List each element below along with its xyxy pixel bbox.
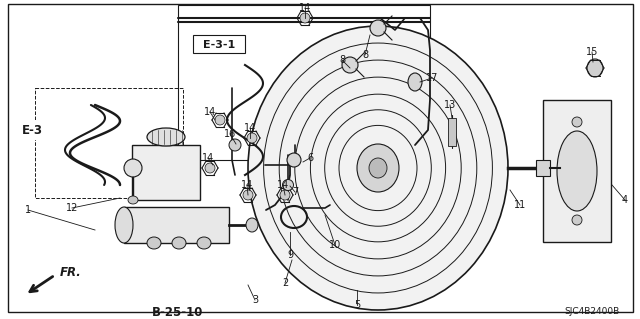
Ellipse shape	[280, 190, 290, 200]
Ellipse shape	[370, 20, 386, 36]
Text: 11: 11	[514, 200, 526, 210]
Ellipse shape	[300, 13, 310, 23]
Ellipse shape	[172, 237, 186, 249]
Ellipse shape	[246, 218, 258, 232]
Ellipse shape	[342, 57, 358, 73]
Text: 17: 17	[426, 73, 438, 83]
Ellipse shape	[205, 163, 215, 173]
Ellipse shape	[124, 159, 142, 177]
Text: 1: 1	[25, 205, 31, 215]
Ellipse shape	[147, 128, 185, 146]
Bar	[543, 100, 611, 242]
Ellipse shape	[408, 73, 422, 91]
Ellipse shape	[147, 237, 161, 249]
Bar	[536, 160, 550, 176]
Text: 14: 14	[277, 180, 289, 190]
Text: 14: 14	[202, 153, 214, 163]
Ellipse shape	[557, 131, 597, 211]
Text: 10: 10	[329, 240, 341, 250]
Bar	[193, 35, 245, 53]
Text: 3: 3	[252, 295, 258, 305]
Text: 7: 7	[292, 187, 298, 197]
Ellipse shape	[128, 196, 138, 204]
Ellipse shape	[247, 133, 257, 143]
Text: 13: 13	[444, 100, 456, 110]
Bar	[35, 88, 183, 198]
Ellipse shape	[248, 26, 508, 310]
Bar	[448, 118, 456, 146]
Ellipse shape	[369, 158, 387, 178]
Ellipse shape	[243, 190, 253, 200]
Ellipse shape	[357, 144, 399, 192]
Ellipse shape	[215, 115, 225, 125]
Text: 15: 15	[586, 47, 598, 57]
Ellipse shape	[587, 59, 603, 77]
Text: 14: 14	[244, 123, 256, 133]
Text: E-3-1: E-3-1	[203, 40, 235, 50]
Text: 9: 9	[287, 250, 293, 260]
Ellipse shape	[572, 215, 582, 225]
Ellipse shape	[572, 117, 582, 127]
Bar	[132, 145, 200, 200]
Ellipse shape	[115, 207, 133, 243]
Text: 8: 8	[339, 55, 345, 65]
Ellipse shape	[287, 153, 301, 167]
Text: 6: 6	[307, 153, 313, 163]
Text: 4: 4	[622, 195, 628, 205]
Text: 5: 5	[354, 300, 360, 310]
Bar	[178, 5, 430, 160]
Text: 16: 16	[224, 129, 236, 139]
Ellipse shape	[229, 139, 241, 151]
Text: 8: 8	[362, 50, 368, 60]
Text: 14: 14	[204, 107, 216, 117]
Ellipse shape	[197, 237, 211, 249]
Text: FR.: FR.	[60, 265, 82, 278]
Text: 12: 12	[66, 203, 78, 213]
Text: E-3: E-3	[22, 123, 43, 137]
Ellipse shape	[282, 180, 294, 190]
Text: 14: 14	[241, 180, 253, 190]
Bar	[124, 207, 229, 243]
Text: 2: 2	[282, 278, 288, 288]
Text: SJC4B2400B: SJC4B2400B	[564, 307, 620, 315]
Text: B-25-10: B-25-10	[152, 306, 204, 318]
Text: 14: 14	[299, 3, 311, 13]
